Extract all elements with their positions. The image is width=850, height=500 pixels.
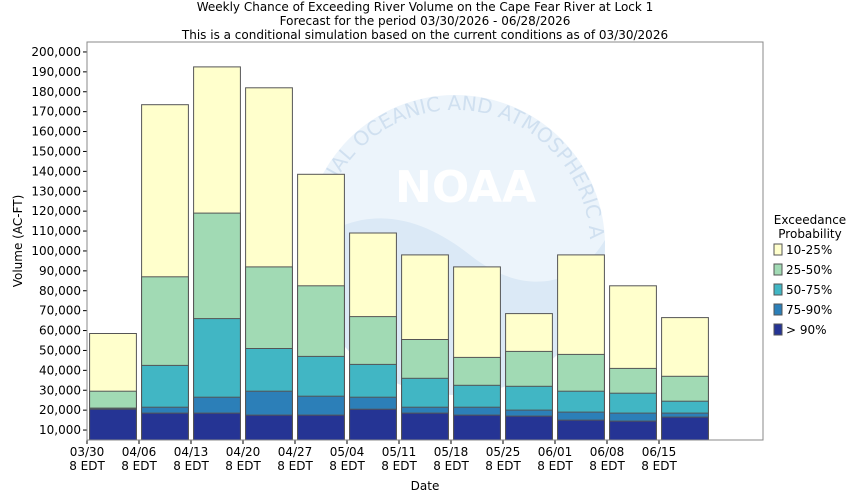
bar-segment: [453, 414, 501, 441]
x-tick-label-date: 04/13: [174, 445, 209, 459]
legend-label: 75-90%: [786, 303, 832, 317]
x-tick-label-date: 05/25: [486, 445, 521, 459]
x-tick-label-date: 04/20: [226, 445, 261, 459]
plot-border: [86, 41, 764, 441]
bar-segment: [297, 414, 345, 441]
y-tick-label: 70,000: [39, 304, 81, 318]
bar-segment: [661, 416, 709, 441]
y-axis: 10,000 20,000 30,000 40,000 50,000 60,000 70,0…: [31, 45, 87, 437]
legend-label: > 90%: [786, 323, 827, 337]
bar-segment: [505, 415, 553, 441]
bar-segment: [557, 419, 605, 441]
legend-label: 50-75%: [786, 283, 832, 297]
x-tick-label-date: 06/01: [538, 445, 573, 459]
bar-segment: [89, 408, 137, 441]
x-tick-label-time: 8 EDT: [69, 459, 105, 473]
y-tick-label: 120,000: [31, 204, 81, 218]
bar-segment: [349, 408, 397, 441]
y-tick-label: 50,000: [39, 343, 81, 357]
y-tick-label: 190,000: [31, 65, 81, 79]
x-tick-label-date: 04/06: [122, 445, 157, 459]
x-tick-label-date: 03/30: [70, 445, 105, 459]
x-tick-label-date: 04/27: [278, 445, 313, 459]
x-tick-label-date: 06/15: [642, 445, 677, 459]
bar-segment: [141, 412, 189, 441]
x-tick-label-time: 8 EDT: [329, 459, 365, 473]
legend-swatch: [773, 263, 783, 276]
legend-label: 10-25%: [786, 243, 832, 257]
legend-title: Probability: [778, 227, 841, 241]
y-tick-label: 160,000: [31, 125, 81, 139]
legend-swatch: [773, 323, 783, 336]
chart-title: Weekly Chance of Exceeding River Volume …: [196, 0, 654, 14]
bar-segment: [609, 420, 657, 441]
legend-swatch: [773, 303, 783, 316]
x-tick-label-time: 8 EDT: [589, 459, 625, 473]
chart-note: This is a conditional simulation based o…: [181, 28, 669, 42]
y-tick-label: 10,000: [39, 423, 81, 437]
x-tick-label-time: 8 EDT: [121, 459, 157, 473]
y-tick-label: 90,000: [39, 264, 81, 278]
x-axis-label: Date: [411, 479, 440, 493]
bar-layer: [89, 66, 709, 441]
y-tick-label: 110,000: [31, 224, 81, 238]
y-tick-label: 80,000: [39, 284, 81, 298]
x-tick-label-time: 8 EDT: [641, 459, 677, 473]
x-tick-label-date: 05/11: [382, 445, 417, 459]
legend-title: Exceedance: [774, 213, 846, 227]
chart-titles: Weekly Chance of Exceeding River Volume …: [0, 0, 850, 42]
chart-subtitle: Forecast for the period 03/30/2026 - 06/…: [279, 14, 571, 28]
y-tick-label: 60,000: [39, 324, 81, 338]
watermark-logo-text: NOAA: [395, 162, 536, 213]
y-tick-label: 180,000: [31, 85, 81, 99]
x-tick-label-date: 05/04: [330, 445, 365, 459]
x-tick-label-date: 06/08: [590, 445, 625, 459]
legend-swatch: [773, 283, 783, 296]
y-tick-label: 130,000: [31, 184, 81, 198]
bar-segment: [401, 412, 449, 441]
x-tick-label-time: 8 EDT: [537, 459, 573, 473]
x-tick-label-time: 8 EDT: [485, 459, 521, 473]
x-tick-label-time: 8 EDT: [173, 459, 209, 473]
y-tick-label: 200,000: [31, 45, 81, 59]
x-tick-label-time: 8 EDT: [225, 459, 261, 473]
y-tick-label: 170,000: [31, 105, 81, 119]
y-tick-label: 30,000: [39, 383, 81, 397]
legend-swatch: [773, 243, 783, 256]
bar-segment: [193, 412, 241, 441]
y-tick-label: 40,000: [39, 363, 81, 377]
x-tick-label-time: 8 EDT: [277, 459, 313, 473]
x-tick-label-time: 8 EDT: [433, 459, 469, 473]
y-tick-label: 140,000: [31, 164, 81, 178]
y-axis-label: Volume (AC-FT): [11, 195, 25, 288]
x-tick-label-time: 8 EDT: [381, 459, 417, 473]
x-tick-label-date: 05/18: [434, 445, 469, 459]
y-tick-label: 20,000: [39, 403, 81, 417]
y-tick-label: 150,000: [31, 144, 81, 158]
legend-label: 25-50%: [786, 263, 832, 277]
y-tick-label: 100,000: [31, 244, 81, 258]
bar-segment: [245, 414, 293, 441]
